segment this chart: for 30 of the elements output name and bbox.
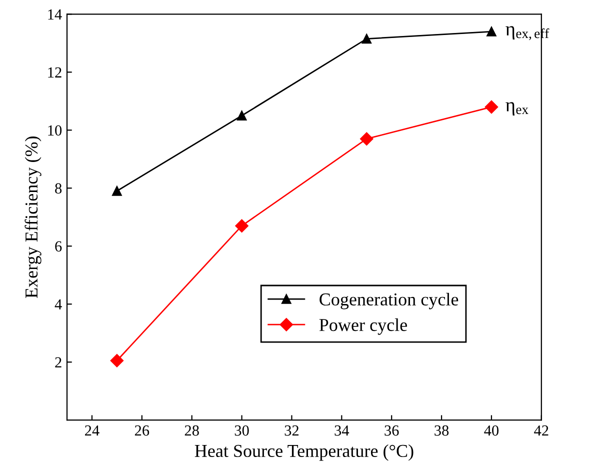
x-tick-label: 32 [284, 425, 299, 436]
point [110, 354, 124, 368]
point [484, 100, 498, 114]
annotation: η$_{ex}$ [506, 102, 528, 116]
point [235, 219, 248, 232]
legend-label: Power cycle [319, 318, 407, 335]
y-tick-label: 4 [54, 299, 62, 310]
point [486, 26, 496, 36]
y-tick-label: 8 [55, 183, 62, 194]
y-tick-label: 2 [55, 357, 62, 368]
x-tick-label: 40 [484, 425, 499, 436]
legend-label: Cogeneration cycle [320, 292, 458, 310]
point [112, 186, 122, 196]
point [362, 34, 372, 44]
x-tick-label: 24 [85, 425, 100, 436]
y-tick-label: 6 [55, 241, 62, 252]
x-axis-title: Heat Source Temperature (°C) [194, 444, 414, 461]
x-tick-label: 38 [434, 425, 449, 436]
y-tick-label: 10 [48, 125, 62, 136]
y-tick-label: 12 [48, 67, 62, 78]
point [360, 132, 374, 146]
x-tick-label: 42 [534, 425, 548, 436]
x-tick-label: 36 [384, 425, 399, 436]
x-tick-label: 26 [134, 425, 150, 436]
x-tick-label: 34 [334, 425, 350, 436]
y-tick-label: 14 [48, 9, 62, 20]
point [236, 110, 247, 120]
x-tick-label: 30 [234, 425, 249, 436]
x-tick-label: 28 [184, 425, 199, 436]
y-axis-title: Exergy Efficiency (%) [24, 136, 42, 298]
